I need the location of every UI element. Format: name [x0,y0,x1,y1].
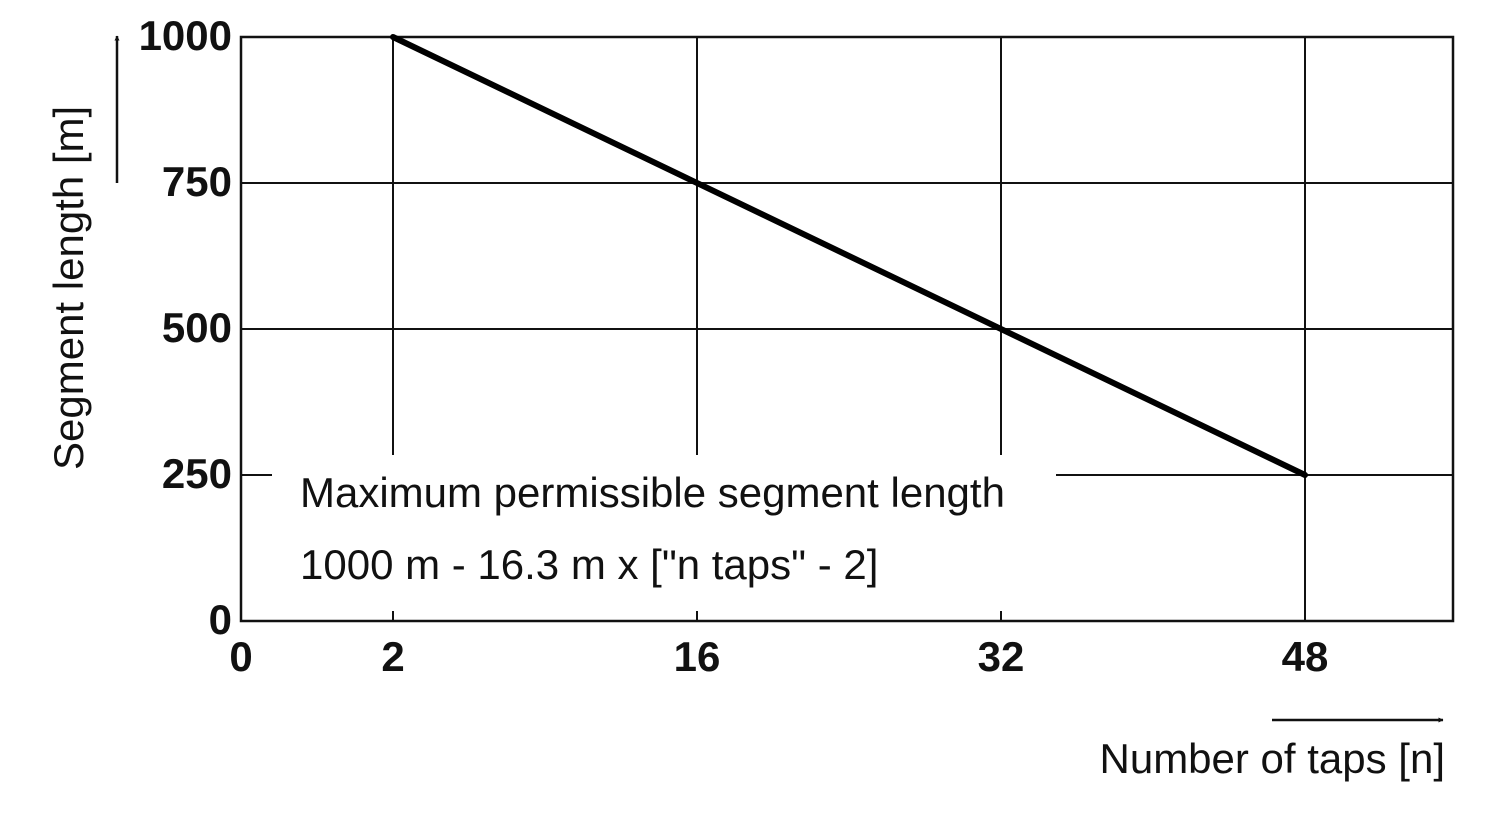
data-line [390,34,1308,478]
annotation-box [272,455,1056,611]
x-axis-label: Number of taps [n] [1100,735,1446,782]
y-tick-label: 1000 [139,12,232,59]
y-tick-label: 250 [162,450,232,497]
x-tick-label: 2 [381,633,404,680]
x-tick-label: 16 [674,633,721,680]
y-tick-label: 0 [209,596,232,643]
x-tick-label: 48 [1282,633,1329,680]
annotation: Maximum permissible segment length [300,469,1005,516]
annotation: 1000 m - 16.3 m x ["n taps" - 2] [300,541,878,588]
marks [390,34,1308,478]
x-tick-label: 32 [978,633,1025,680]
y-tick-label: 750 [162,158,232,205]
y-tick-label: 500 [162,304,232,351]
y-axis-label: Segment length [m] [45,106,92,470]
plot-frame [239,35,1455,623]
x-tick-label: 0 [229,633,252,680]
